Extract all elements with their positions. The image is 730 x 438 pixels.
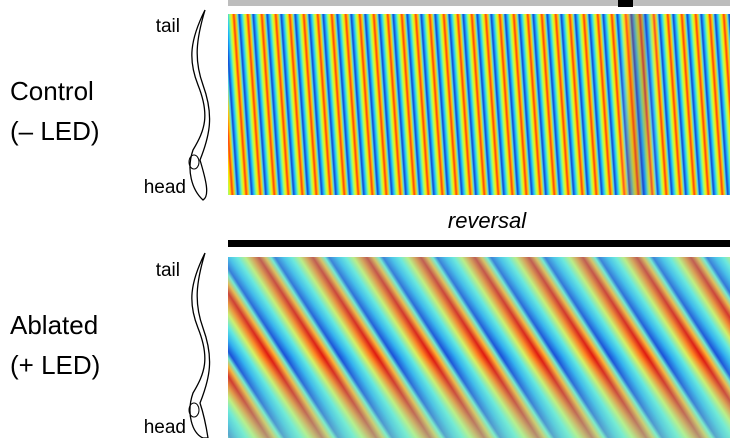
- head-label: head: [144, 177, 186, 198]
- kymograph-overlay: [228, 14, 730, 195]
- worm-pharynx: [188, 402, 200, 418]
- worm-outline: [189, 252, 211, 438]
- annotation: reversal: [448, 208, 527, 233]
- reversal-bar: [228, 240, 730, 247]
- head-label: head: [144, 417, 186, 438]
- kymograph-overlay: [228, 257, 730, 438]
- worm-pharynx: [188, 154, 200, 170]
- condition-label: Control: [10, 76, 94, 106]
- tail-label: tail: [156, 260, 180, 281]
- condition-sublabel: (– LED): [10, 116, 100, 146]
- reversal-marker: [618, 0, 633, 7]
- condition-label: Ablated: [10, 310, 98, 340]
- state-bar: [228, 0, 730, 6]
- condition-sublabel: (+ LED): [10, 350, 100, 380]
- tail-label: tail: [156, 16, 180, 37]
- worm-outline: [189, 9, 211, 201]
